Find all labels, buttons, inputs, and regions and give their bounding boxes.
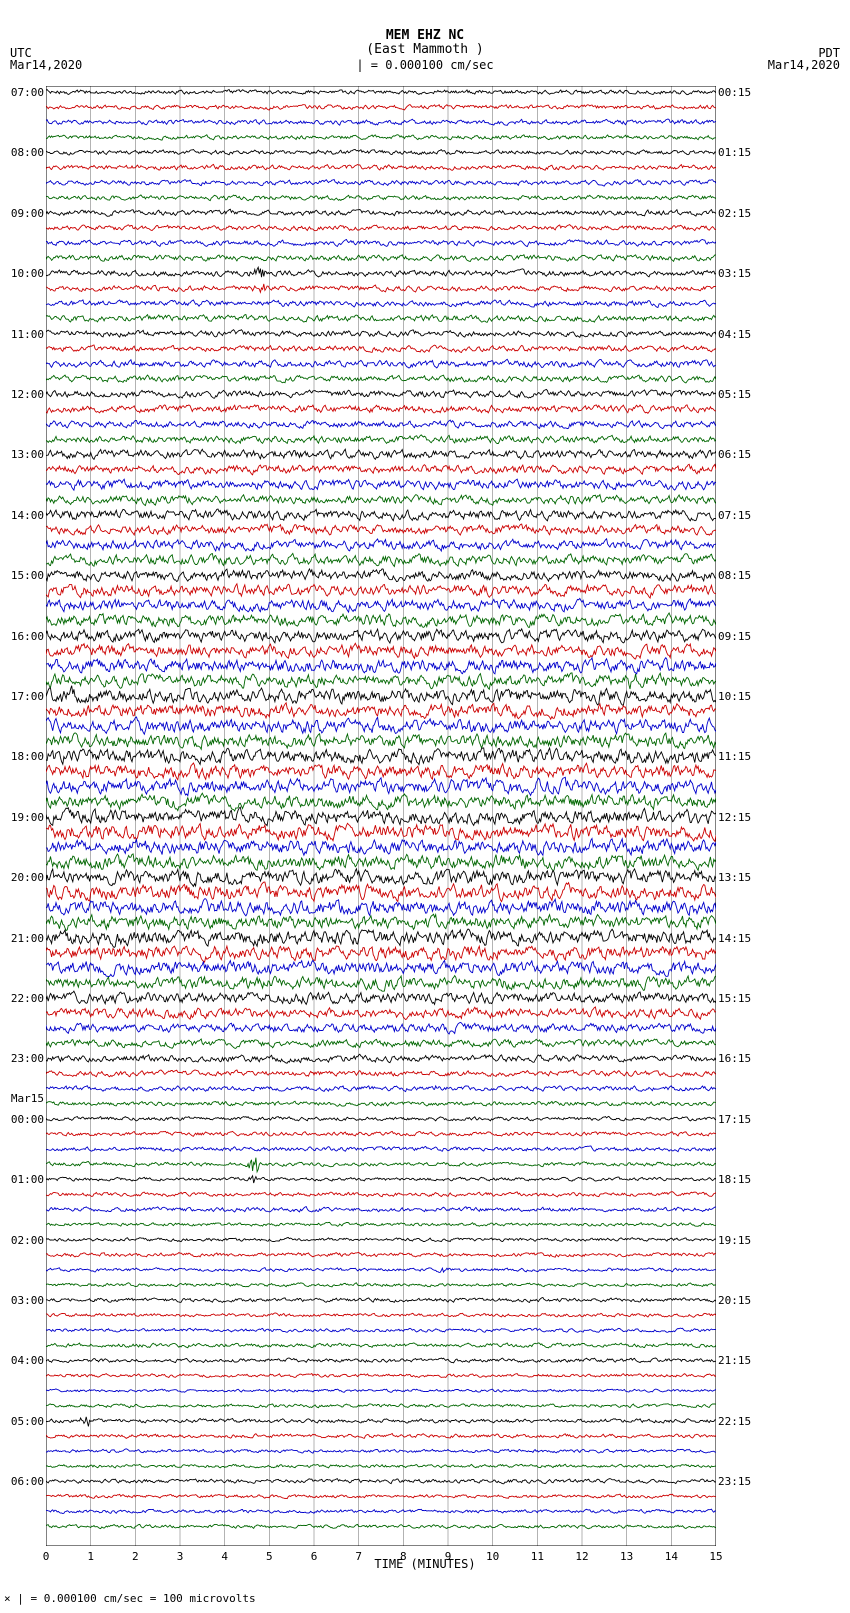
- time-label: 07:00: [11, 87, 44, 98]
- x-tick: 4: [221, 1550, 228, 1563]
- time-label: 22:15: [718, 1416, 751, 1427]
- time-label: 03:00: [11, 1295, 44, 1306]
- x-tick: 15: [709, 1550, 722, 1563]
- header: MEM EHZ NC (East Mammoth ) | = 0.000100 …: [0, 0, 850, 80]
- time-label: 09:00: [11, 208, 44, 219]
- time-label: 23:15: [718, 1476, 751, 1487]
- scale-bar-label: | = 0.000100 cm/sec: [356, 58, 493, 72]
- time-label: 20:15: [718, 1295, 751, 1306]
- time-label: 03:15: [718, 268, 751, 279]
- seismogram-svg: [46, 86, 716, 1546]
- time-label: 19:00: [11, 812, 44, 823]
- time-label: 13:15: [718, 872, 751, 883]
- right-date: Mar14,2020: [768, 58, 840, 72]
- time-label: 16:15: [718, 1053, 751, 1064]
- time-label: 15:00: [11, 570, 44, 581]
- time-label: 10:15: [718, 691, 751, 702]
- time-label: 11:00: [11, 329, 44, 340]
- time-label: 14:15: [718, 933, 751, 944]
- time-label: 15:15: [718, 993, 751, 1004]
- location-title: (East Mammoth ): [366, 42, 483, 57]
- time-label: 00:00: [11, 1114, 44, 1125]
- right-time-labels: 00:15 01:15 02:15 03:15 04:15 05:15 06:15 07:15…: [716, 86, 776, 1546]
- footer-scale: × | = 0.000100 cm/sec = 100 microvolts: [4, 1592, 256, 1605]
- x-tick: 11: [531, 1550, 544, 1563]
- time-label: 02:15: [718, 208, 751, 219]
- time-label: 02:00: [11, 1235, 44, 1246]
- left-date: Mar14,2020: [10, 58, 82, 72]
- time-label: 11:15: [718, 751, 751, 762]
- time-label: 22:00: [11, 993, 44, 1004]
- seismogram-plot: [46, 86, 716, 1546]
- time-label: 17:00: [11, 691, 44, 702]
- x-tick: 12: [575, 1550, 588, 1563]
- time-label: 01:00: [11, 1174, 44, 1185]
- time-label: 04:15: [718, 329, 751, 340]
- x-tick: 3: [177, 1550, 184, 1563]
- x-tick: 6: [311, 1550, 318, 1563]
- x-tick: 1: [87, 1550, 94, 1563]
- time-label: 14:00: [11, 510, 44, 521]
- time-label: 07:15: [718, 510, 751, 521]
- x-tick: 2: [132, 1550, 139, 1563]
- time-label: 17:15: [718, 1114, 751, 1125]
- x-tick: 10: [486, 1550, 499, 1563]
- time-label: 21:15: [718, 1355, 751, 1366]
- x-tick: 14: [665, 1550, 678, 1563]
- time-label: 10:00: [11, 268, 44, 279]
- time-label: 00:15: [718, 87, 751, 98]
- time-label: 21:00: [11, 933, 44, 944]
- time-label: 18:15: [718, 1174, 751, 1185]
- x-tick: 0: [43, 1550, 50, 1563]
- time-label: 06:15: [718, 449, 751, 460]
- seismogram-page: MEM EHZ NC (East Mammoth ) | = 0.000100 …: [0, 0, 850, 1613]
- time-label: 12:15: [718, 812, 751, 823]
- x-axis-label: TIME (MINUTES): [374, 1557, 475, 1571]
- station-title: MEM EHZ NC: [386, 28, 464, 43]
- time-label: 06:00: [11, 1476, 44, 1487]
- time-label: 04:00: [11, 1355, 44, 1366]
- time-label: 16:00: [11, 631, 44, 642]
- time-label: 12:00: [11, 389, 44, 400]
- x-tick: 13: [620, 1550, 633, 1563]
- time-label: 18:00: [11, 751, 44, 762]
- left-time-labels: 07:00 08:00 09:00 10:00 11:00 12:00 13:00 14:00…: [0, 86, 46, 1546]
- time-label: 13:00: [11, 449, 44, 460]
- time-label: 23:00: [11, 1053, 44, 1064]
- time-label: Mar15: [11, 1093, 44, 1104]
- time-label: 08:00: [11, 147, 44, 158]
- time-label: 05:15: [718, 389, 751, 400]
- time-label: 19:15: [718, 1235, 751, 1246]
- time-label: 08:15: [718, 570, 751, 581]
- x-tick: 7: [355, 1550, 362, 1563]
- x-tick: 5: [266, 1550, 273, 1563]
- time-label: 01:15: [718, 147, 751, 158]
- time-label: 09:15: [718, 631, 751, 642]
- time-label: 20:00: [11, 872, 44, 883]
- time-label: 05:00: [11, 1416, 44, 1427]
